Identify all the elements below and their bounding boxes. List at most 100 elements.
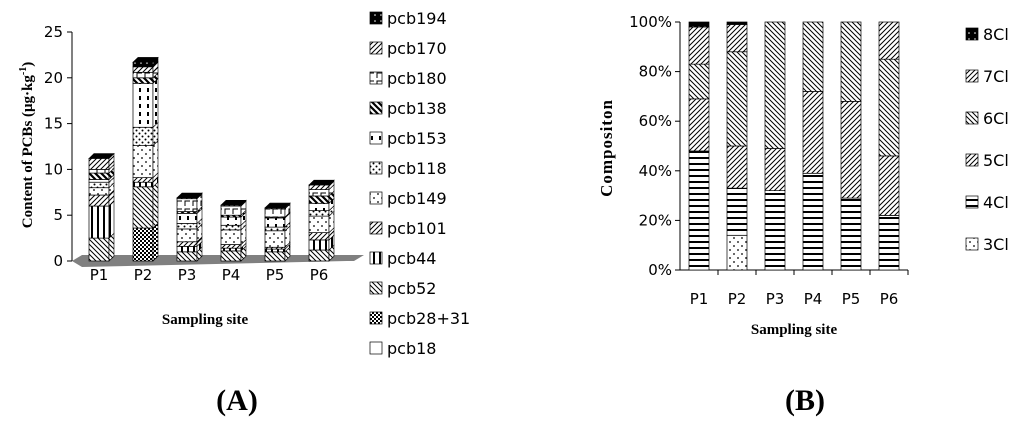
bar-p6-pcb138: [308, 195, 330, 204]
bar-b-p6-6cl: [878, 58, 900, 157]
bar-p1-pcb153: [88, 179, 110, 183]
bar-p1-pcb101: [88, 194, 110, 207]
bar-p1-pcb170: [88, 158, 110, 170]
y-axis-label-close: ): [20, 62, 36, 67]
legend-swatch-pcb170: [369, 41, 383, 55]
bar-top-p4: [220, 200, 247, 206]
legend-b-swatch-3cl: [965, 237, 979, 251]
bar-p4-pcb180: [220, 205, 242, 216]
legend-swatch-pcb18: [369, 341, 383, 355]
bar-side-p2-pcb52: [152, 181, 159, 229]
x-axis-label-b: Sampling site: [751, 322, 838, 338]
legend-b-label-8cl: 8Cl: [983, 25, 1009, 44]
bar-p2-pcb149: [132, 145, 154, 178]
bar-p6-pcb118: [308, 210, 330, 217]
bar-p2-pcb118: [132, 126, 154, 146]
floor: [72, 261, 357, 267]
y-tick-label: 0: [53, 252, 63, 270]
legend-b-swatch-7cl: [965, 69, 979, 83]
bar-p1-pcb118: [88, 181, 110, 189]
x-axis-label: Sampling site: [162, 312, 249, 328]
y-tick-label-b: 100%: [629, 13, 672, 31]
legend-label-pcb44: pcb44: [387, 249, 436, 268]
bar-top-p2: [132, 57, 159, 63]
y-tick-label: 10: [44, 160, 63, 178]
y-tick-label-b: 0%: [648, 261, 672, 279]
legend-label-pcb18: pcb18: [387, 339, 436, 358]
bar-b-p4-6cl: [802, 21, 824, 92]
bar-top-p1: [88, 153, 115, 159]
x-tick-label-b-p3: P3: [766, 290, 785, 308]
x-tick-label-p6: P6: [310, 266, 329, 284]
y-tick-label-b: 60%: [639, 112, 672, 130]
legend-swatch-pcb153: [369, 131, 383, 145]
legend-b-label-6cl: 6Cl: [983, 109, 1009, 128]
bar-p1-pcb180: [88, 169, 110, 174]
bar-b-p5-4cl: [840, 197, 862, 271]
legend-swatch-pcb28-31: [369, 311, 383, 325]
y-tick-label: 25: [44, 23, 63, 41]
legend-label-pcb101: pcb101: [387, 219, 447, 238]
legend-label-pcb52: pcb52: [387, 279, 436, 298]
bar-b-p1-7cl: [688, 26, 710, 65]
y-tick-label: 15: [44, 115, 63, 133]
bar-p4-pcb149: [220, 229, 242, 245]
bar-b-p3-6cl: [764, 21, 786, 149]
bar-b-p1-6cl: [688, 63, 710, 100]
bar-b-p2-8cl: [726, 21, 748, 25]
legend-label-pcb138: pcb138: [387, 99, 447, 118]
bar-p1-pcb138: [88, 172, 110, 180]
bar-b-p2-7cl: [726, 24, 748, 53]
legend-label-pcb118: pcb118: [387, 159, 447, 178]
bar-p2-pcb28-31: [132, 227, 154, 262]
x-tick-label-b-p6: P6: [880, 290, 899, 308]
panel-label-b: (B): [785, 384, 825, 417]
x-tick-label-b-p5: P5: [842, 290, 861, 308]
legend-swatch-pcb52: [369, 281, 383, 295]
bar-b-p6-5cl: [878, 155, 900, 216]
legend-swatch-pcb149: [369, 191, 383, 205]
bar-p6-pcb52: [308, 249, 330, 262]
bar-p6-pcb170: [308, 184, 330, 190]
bar-b-p1-4cl: [688, 150, 710, 271]
bar-p4-pcb44: [220, 247, 242, 252]
bar-p6-pcb180: [308, 189, 330, 197]
bar-b-p3-5cl: [764, 148, 786, 191]
bar-p3-pcb180: [176, 198, 198, 212]
bar-b-p2-5cl: [726, 145, 748, 189]
x-tick-label-p5: P5: [266, 266, 285, 284]
bar-side-p2-pcb28-31: [152, 222, 159, 262]
bar-top-p5: [264, 202, 291, 209]
bar-b-p3-4cl: [764, 190, 786, 271]
legend-b-label-3cl: 3Cl: [983, 235, 1009, 254]
bar-p6-pcb153: [308, 202, 330, 211]
bar-p4-pcb52: [220, 250, 242, 262]
x-tick-label-p3: P3: [178, 266, 197, 284]
y-tick-label: 20: [44, 69, 63, 87]
y-tick-label: 5: [53, 206, 63, 224]
bar-p5-pcb149: [264, 230, 286, 248]
bar-b-p4-5cl: [802, 91, 824, 174]
bar-top-p3: [176, 192, 203, 199]
bar-p3-pcb44: [176, 245, 198, 253]
bar-p1-pcb149: [88, 187, 110, 196]
legend-b-swatch-6cl: [965, 111, 979, 125]
legend-b-swatch-5cl: [965, 153, 979, 167]
bar-b-p2-6cl: [726, 51, 748, 147]
bar-p5-pcb44: [264, 248, 286, 253]
bar-top-p6: [308, 179, 335, 186]
legend-label-pcb194: pcb194: [387, 9, 447, 28]
bar-p6-pcb44: [308, 239, 330, 251]
bar-p2-pcb153: [132, 82, 154, 128]
legend-label-pcb149: pcb149: [387, 189, 447, 208]
bar-b-p2-4cl: [726, 187, 748, 236]
bar-b-p4-4cl: [802, 172, 824, 271]
legend-b-label-5cl: 5Cl: [983, 151, 1009, 170]
bar-p3-pcb52: [176, 251, 198, 262]
bar-p3-pcb149: [176, 228, 198, 243]
bar-p5-pcb153: [264, 217, 286, 228]
bar-p2-pcb52: [132, 186, 154, 229]
legend-label-pcb153: pcb153: [387, 129, 447, 148]
bar-p2-pcb138: [132, 77, 154, 84]
